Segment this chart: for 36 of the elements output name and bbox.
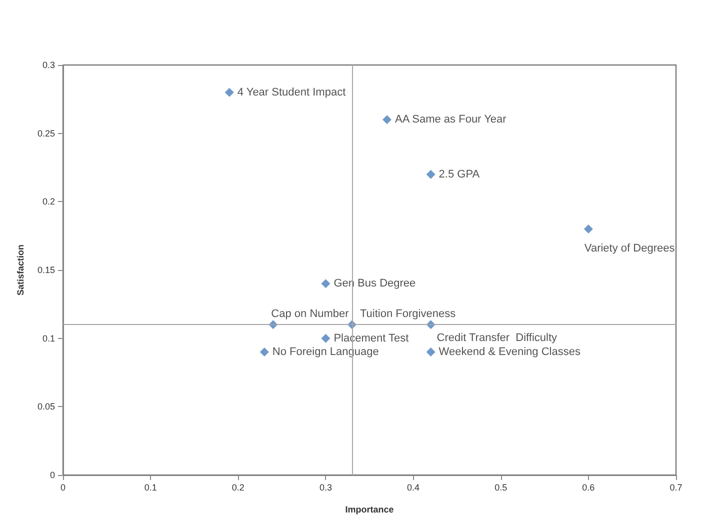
point xyxy=(426,170,436,179)
annotation: No Foreign Language xyxy=(272,346,379,358)
annotation: Cap on Number xyxy=(271,308,350,320)
point xyxy=(321,279,330,288)
x-tick-label: 0.5 xyxy=(494,482,508,492)
x-tick-label: 0.2 xyxy=(232,482,244,492)
point xyxy=(260,348,269,356)
x-tick-label: 0.4 xyxy=(407,482,420,492)
y-axis-title: Satisfaction xyxy=(16,244,26,296)
annotation: Tuition Forgiveness xyxy=(360,308,456,320)
annotation: 2.5 GPA xyxy=(438,168,480,180)
annotation: Credit Transfer Difficulty xyxy=(436,332,558,344)
annotation: Gen Bus Degree xyxy=(334,278,416,290)
x-tick-label: 0.6 xyxy=(582,482,595,492)
x-axis-title: Importance xyxy=(345,504,394,514)
y-tick-label: 0.1 xyxy=(42,333,55,344)
point xyxy=(382,115,392,124)
annotation: Variety of Degrees xyxy=(584,242,676,254)
point xyxy=(584,224,593,234)
x-tick-label: 0.7 xyxy=(670,482,682,492)
y-tick-label: 0.2 xyxy=(42,196,55,207)
point xyxy=(426,348,436,356)
annotation: Weekend & Evening Classes xyxy=(438,346,581,358)
y-tick-label: 0 xyxy=(50,470,55,480)
x-tick-label: 0.1 xyxy=(144,482,157,492)
y-tick-label: 0.25 xyxy=(37,128,55,138)
annotation: Placement Test xyxy=(334,332,409,344)
x-tick-label: 0 xyxy=(60,482,66,492)
annotation: AA Same as Four Year xyxy=(395,114,507,126)
point xyxy=(224,88,234,97)
y-tick-label: 0.05 xyxy=(37,402,55,412)
y-tick-label: 0.15 xyxy=(37,265,55,275)
point xyxy=(321,334,330,343)
y-tick-label: 0.3 xyxy=(42,60,55,70)
annotation: 4 Year Student Impact xyxy=(237,86,346,98)
x-tick-label: 0.3 xyxy=(319,482,332,492)
